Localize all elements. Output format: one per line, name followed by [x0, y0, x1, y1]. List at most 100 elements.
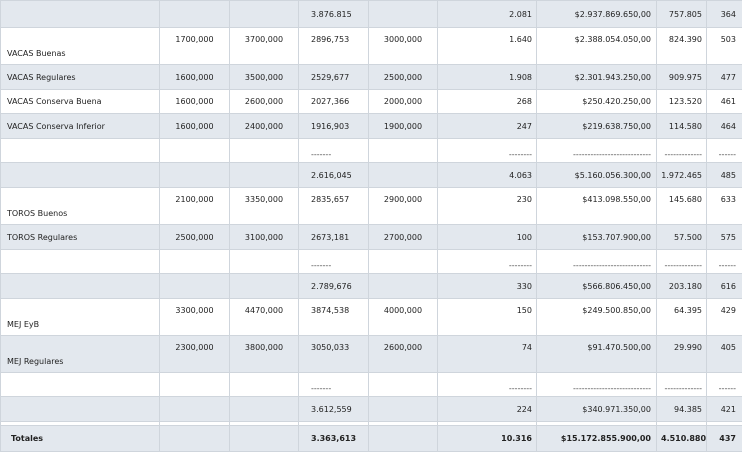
min-cell: 2500,000 [159, 224, 230, 250]
weight-cell: 824.390 [656, 27, 707, 65]
min-cell [159, 273, 230, 299]
reference-cell [368, 425, 438, 452]
head-count-cell: 74 [437, 335, 537, 373]
table-row: VACAS Conserva Inferior 1600,000 2400,000 1… [0, 113, 742, 139]
price-cell: ------ [706, 138, 742, 163]
head-count-cell: 100 [437, 224, 537, 250]
table-row: VACAS Conserva Buena 1600,000 2600,000 2027… [0, 89, 742, 114]
amount-cell: $413.098.550,00 [536, 187, 657, 225]
min-cell [159, 0, 230, 28]
head-count-cell: 224 [437, 396, 537, 422]
average-cell: 2529,677 [298, 64, 369, 90]
price-cell: 421 [706, 396, 742, 422]
table-row: 3.876.815 2.081 $2.937.869.650,00 757.805 36… [0, 0, 742, 28]
category-cell [0, 273, 160, 299]
weight-cell: ------------- [656, 249, 707, 274]
reference-cell: 1900,000 [368, 113, 438, 139]
max-cell [229, 372, 299, 397]
amount-cell: $250.420.250,00 [536, 89, 657, 114]
amount-cell: --------------------------- [536, 138, 657, 163]
category-cell [0, 138, 160, 163]
reference-cell [368, 0, 438, 28]
max-cell: 3100,000 [229, 224, 299, 250]
category-cell: MEJ EyB [0, 298, 160, 336]
price-cell: 461 [706, 89, 742, 114]
weight-cell: 145.680 [656, 187, 707, 225]
amount-cell: $153.707.900,00 [536, 224, 657, 250]
amount-cell: $2.301.943.250,00 [536, 64, 657, 90]
category-cell: VACAS Regulares [0, 64, 160, 90]
average-cell: 2027,366 [298, 89, 369, 114]
weight-cell: 203.180 [656, 273, 707, 299]
max-cell: 2400,000 [229, 113, 299, 139]
weight-cell: ------------- [656, 372, 707, 397]
min-cell: 1600,000 [159, 113, 230, 139]
table-row: 3.612,559 224 $340.971.350,00 94.385 421 [0, 396, 742, 422]
max-cell [229, 396, 299, 422]
table-row: ------- -------- -------------------------… [0, 372, 742, 397]
price-cell: 364 [706, 0, 742, 28]
category-cell [0, 396, 160, 422]
reference-cell: 2600,000 [368, 335, 438, 373]
price-cell: ------ [706, 249, 742, 274]
max-cell [229, 425, 299, 452]
min-cell [159, 372, 230, 397]
head-count-cell: 4.063 [437, 162, 537, 188]
price-cell: 503 [706, 27, 742, 65]
category-cell: TOROS Buenos [0, 187, 160, 225]
price-cell: ------ [706, 372, 742, 397]
min-cell [159, 162, 230, 188]
head-count-cell: 2.081 [437, 0, 537, 28]
category-cell: MEJ Regulares [0, 335, 160, 373]
head-count-cell: 150 [437, 298, 537, 336]
average-cell: 2896,753 [298, 27, 369, 65]
min-cell: 1600,000 [159, 89, 230, 114]
amount-cell: --------------------------- [536, 372, 657, 397]
average-cell: 3.363,613 [298, 425, 369, 452]
weight-cell: 114.580 [656, 113, 707, 139]
category-cell: TOROS Regulares [0, 224, 160, 250]
weight-cell: 29.990 [656, 335, 707, 373]
weight-cell: 909.975 [656, 64, 707, 90]
max-cell: 3350,000 [229, 187, 299, 225]
table-row: ------- -------- -------------------------… [0, 138, 742, 163]
max-cell [229, 0, 299, 28]
max-cell: 3800,000 [229, 335, 299, 373]
average-cell: ------- [298, 138, 369, 163]
category-cell [0, 162, 160, 188]
price-cell: 405 [706, 335, 742, 373]
weight-cell: 4.510.880 [656, 425, 707, 452]
category-cell [0, 249, 160, 274]
max-cell [229, 273, 299, 299]
min-cell [159, 425, 230, 452]
table-row: MEJ Regulares 2300,000 3800,000 3050,033 260… [0, 335, 742, 373]
amount-cell: $249.500.850,00 [536, 298, 657, 336]
reference-cell: 4000,000 [368, 298, 438, 336]
average-cell: ------- [298, 372, 369, 397]
category-cell [0, 372, 160, 397]
head-count-cell: -------- [437, 372, 537, 397]
weight-cell: 94.385 [656, 396, 707, 422]
reference-cell: 3000,000 [368, 27, 438, 65]
average-cell: 3.876.815 [298, 0, 369, 28]
reference-cell: 2000,000 [368, 89, 438, 114]
min-cell [159, 396, 230, 422]
category-cell: VACAS Conserva Inferior [0, 113, 160, 139]
price-cell: 633 [706, 187, 742, 225]
reference-cell [368, 396, 438, 422]
average-cell: 2.616,045 [298, 162, 369, 188]
head-count-cell: 247 [437, 113, 537, 139]
category-cell [0, 0, 160, 28]
reference-cell [368, 249, 438, 274]
table-row: TOROS Buenos 2100,000 3350,000 2835,657 2900… [0, 187, 742, 225]
max-cell [229, 162, 299, 188]
weight-cell: 1.972.465 [656, 162, 707, 188]
average-cell: ------- [298, 249, 369, 274]
table-row: VACAS Buenas 1700,000 3700,000 2896,753 3000… [0, 27, 742, 65]
max-cell [229, 249, 299, 274]
head-count-cell: 330 [437, 273, 537, 299]
head-count-cell: 10.316 [437, 425, 537, 452]
table-row: ------- -------- -------------------------… [0, 249, 742, 274]
category-cell: VACAS Conserva Buena [0, 89, 160, 114]
